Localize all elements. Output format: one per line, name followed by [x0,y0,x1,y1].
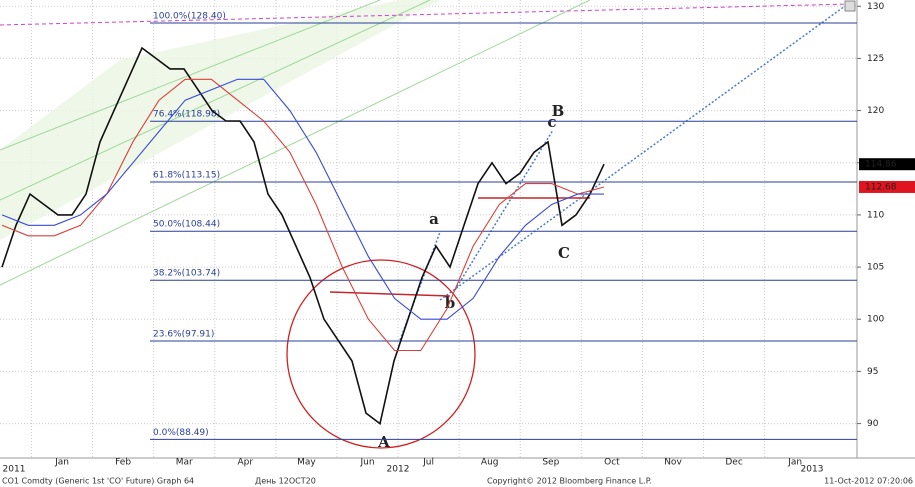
y-tick-label: 105 [867,263,884,273]
channel-line [0,0,431,201]
x-tick-label: Jan [787,458,802,468]
series-line [1,78,604,320]
highlight-circle [286,259,476,449]
fib-label: 38.2%(103.74) [153,269,220,279]
year-label: 2013 [801,465,824,475]
y-tick-label: 95 [867,367,878,377]
footer-text: CO1 Comdty (Generic 1st 'CO' Future) Gra… [2,477,194,486]
x-tick-label: Jan [54,458,69,468]
y-tick-label: 130 [867,2,884,12]
fib-label: 76.4%(118.98) [153,110,220,120]
wave-label: B [552,102,565,120]
wave-label: a [429,210,439,228]
fib-label: 61.8%(113.15) [153,171,220,181]
wave-line [454,129,554,291]
drawing-layer [0,0,915,459]
footer-text: 11-Oct-2012 07:20:06 [824,477,913,486]
x-tick-label: Mar [176,458,193,468]
fib-label: 23.6%(97.91) [153,330,214,340]
y-tick-label: 100 [867,315,884,325]
series-line [1,46,605,425]
channel-line [0,0,591,286]
x-tick-label: Sep [542,458,559,468]
y-tick-label: 110 [867,210,884,220]
footer-text: День 12OCT20 [255,477,316,486]
fib-label: 0.0%(88.49) [153,428,209,438]
x-tick-label: Oct [604,458,620,468]
year-label: 2012 [387,465,410,475]
series-line [1,78,605,352]
x-tick-label: Jun [359,458,374,468]
corner-button[interactable] [844,0,856,12]
fib-label: 100.0%(128.40) [153,11,226,21]
price-tag-label: 112.68 [865,182,897,192]
fib-label: 50.0%(108.44) [153,220,220,230]
trend-line [439,5,846,301]
x-tick-label: Feb [115,458,131,468]
x-tick-label: Dec [725,458,742,468]
wave-label: A [377,433,390,451]
wave-label: C [558,244,570,262]
footer-text: Copyright© 2012 Bloomberg Finance L.P. [487,477,652,486]
y-tick-label: 120 [867,106,884,116]
neckline [329,291,451,297]
price-tag [859,158,915,171]
price-tag-label: 114.86 [865,160,897,170]
x-tick-label: Aug [481,458,499,468]
year-label: 2011 [3,465,26,475]
y-tick-label: 90 [867,419,879,429]
trend-channel [0,0,440,240]
wave-line [399,231,441,341]
price-tag [859,180,915,193]
x-tick-label: Apr [238,458,254,468]
trend-line [0,3,851,26]
wave-label: c [547,113,556,131]
x-tick-label: Nov [664,458,682,468]
x-tick-label: Jul [422,458,434,468]
channel-line [0,0,381,151]
y-tick-label: 125 [867,54,884,64]
x-tick-label: May [297,458,316,468]
